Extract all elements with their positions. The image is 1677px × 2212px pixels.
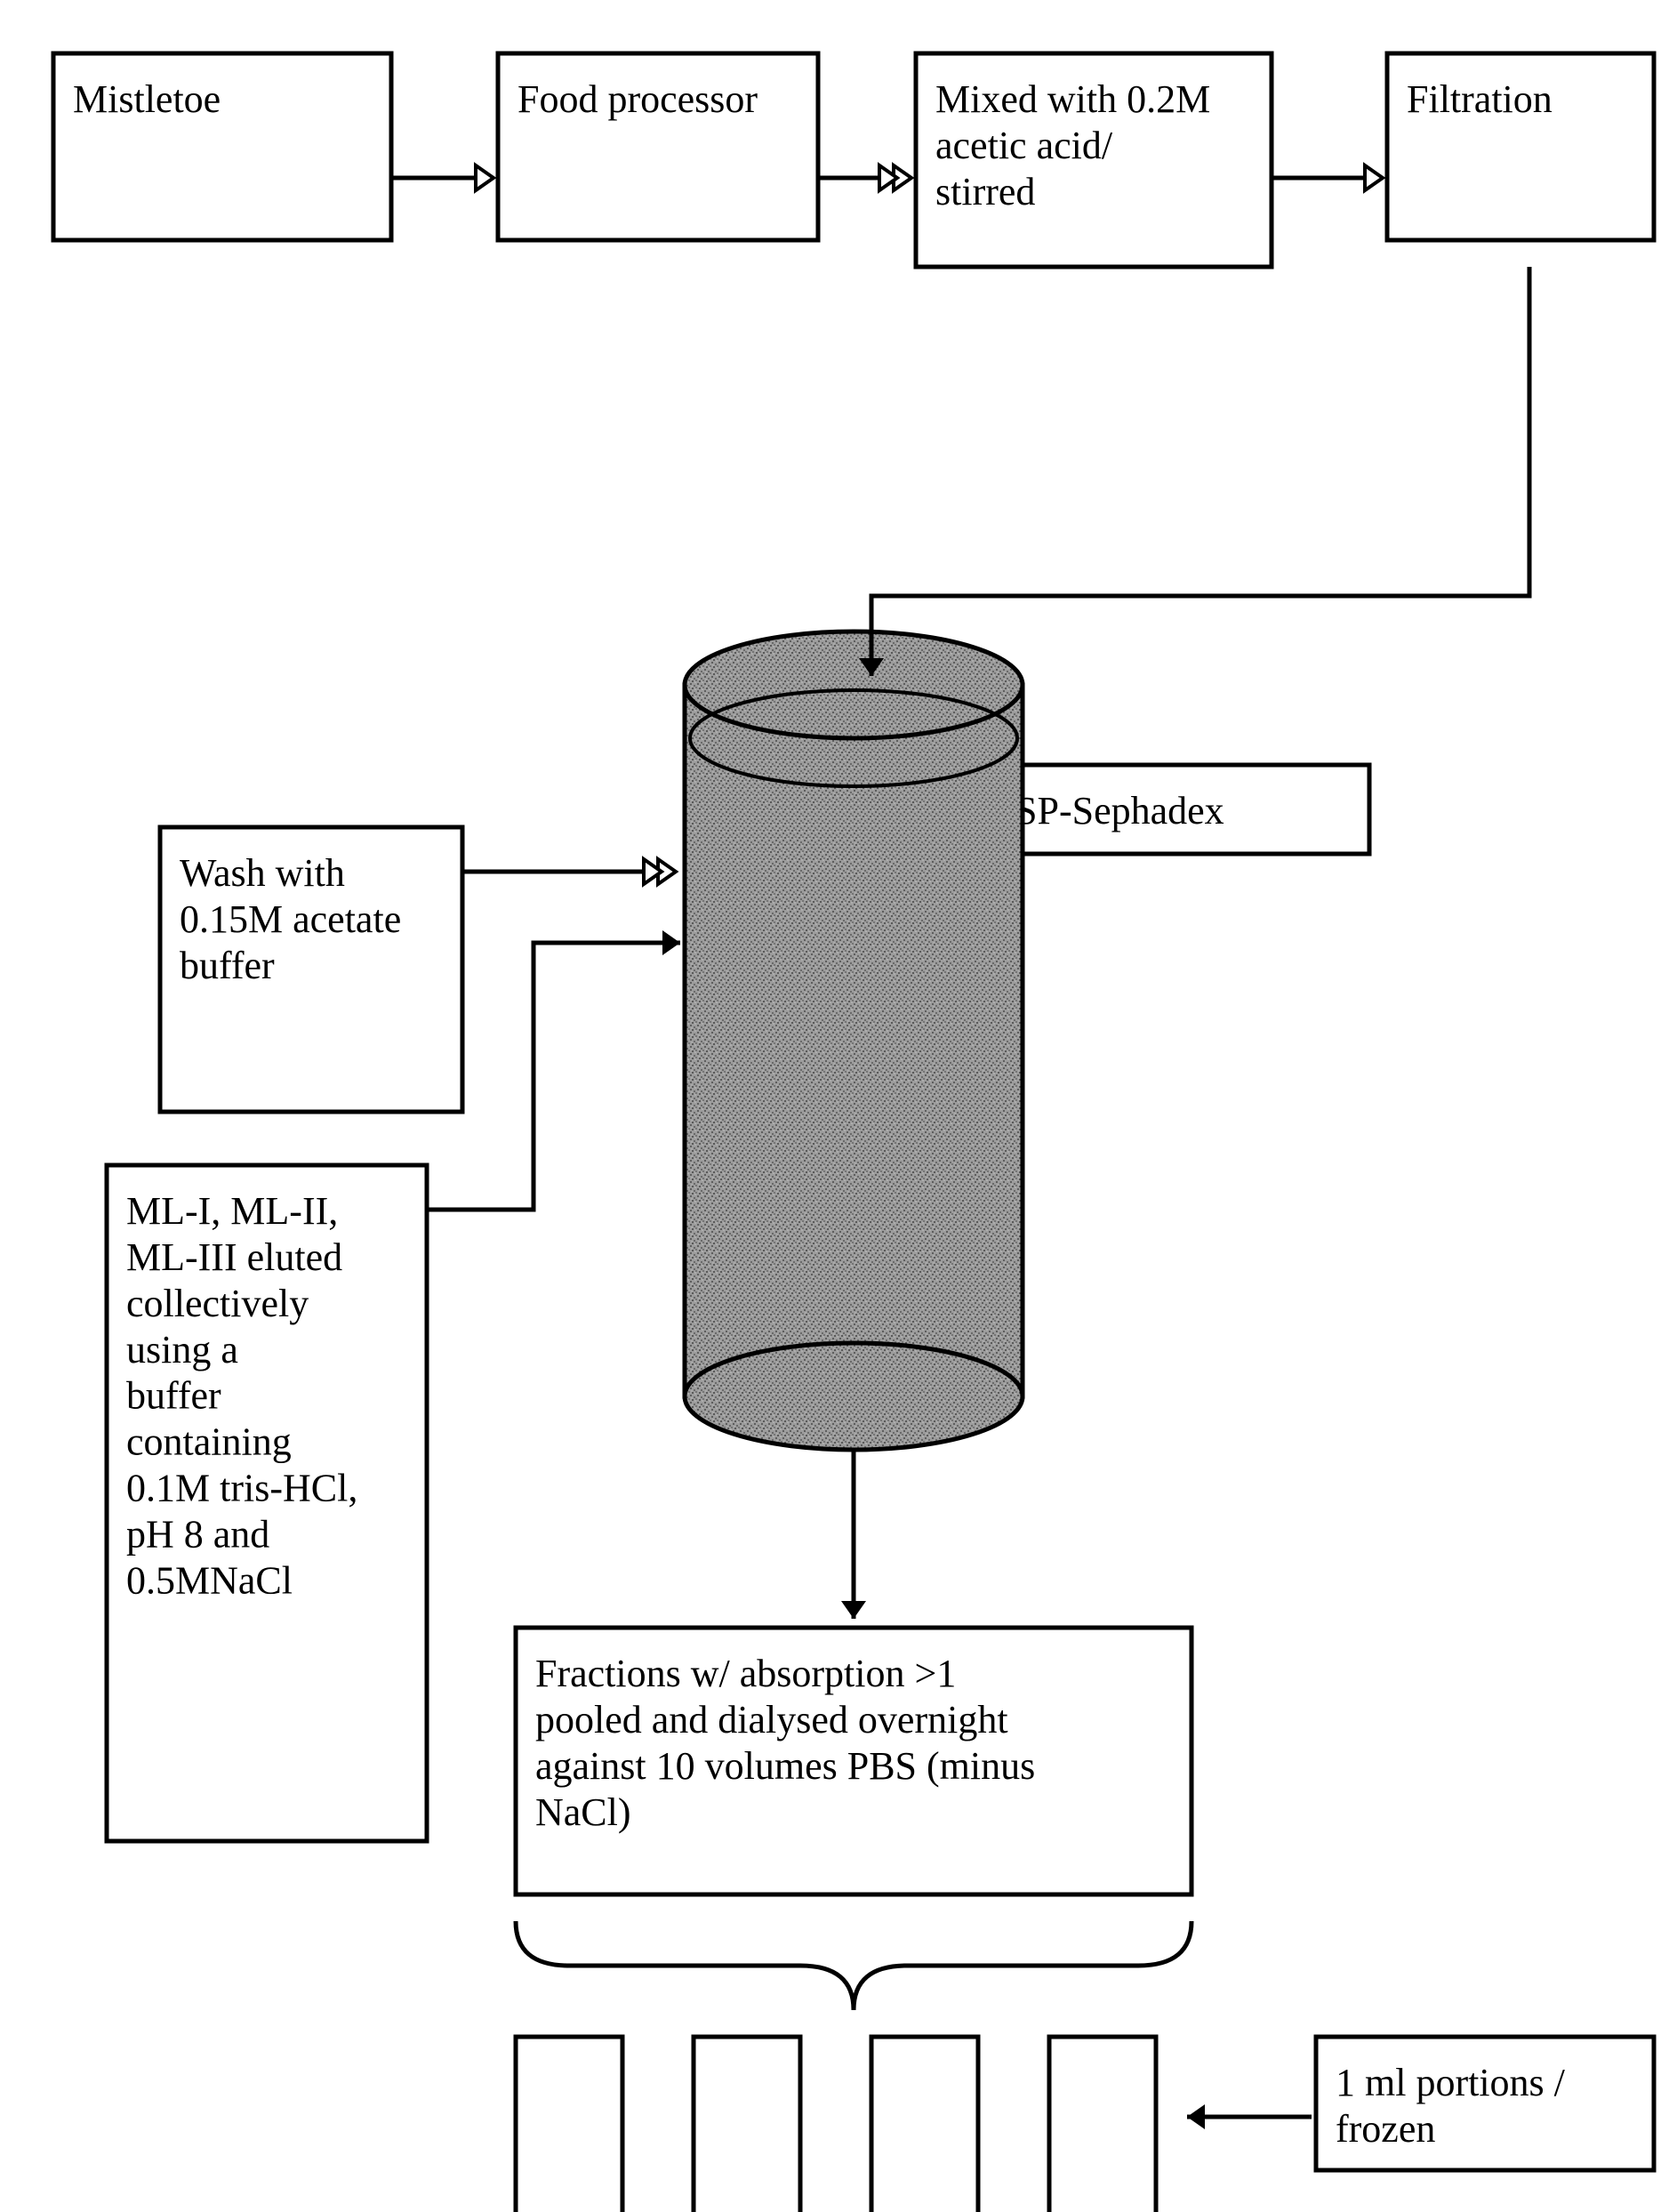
- flow-box-n5: SP-Sephadex: [996, 765, 1369, 854]
- flow-box-n6: Wash with0.15M acetatebuffer: [160, 827, 462, 1112]
- flow-box-n3: Mixed with 0.2Macetic acid/stirred: [916, 53, 1272, 267]
- flow-arrow: [427, 943, 680, 1210]
- flow-box-label: Filtration: [1407, 77, 1553, 121]
- flow-box-n2: Food processor: [498, 53, 818, 240]
- portion-tubes: [516, 2037, 1156, 2212]
- chromatography-column: [685, 631, 1023, 1450]
- flow-box-label: Mistletoe: [73, 77, 221, 121]
- curly-brace: [516, 1921, 1192, 2010]
- flow-arrow: [871, 267, 1529, 676]
- flow-box-n7: ML-I, ML-II,ML-III elutedcollectivelyusi…: [107, 1165, 427, 1841]
- flow-box-n8: Fractions w/ absorption >1pooled and dia…: [516, 1628, 1192, 1894]
- flow-box-label: Food processor: [518, 77, 758, 121]
- flow-box-n1: Mistletoe: [53, 53, 391, 240]
- flow-box-n9: 1 ml portions /frozen: [1316, 2037, 1654, 2170]
- flow-box-label: SP-Sephadex: [1015, 789, 1224, 833]
- flow-box-n4: Filtration: [1387, 53, 1654, 240]
